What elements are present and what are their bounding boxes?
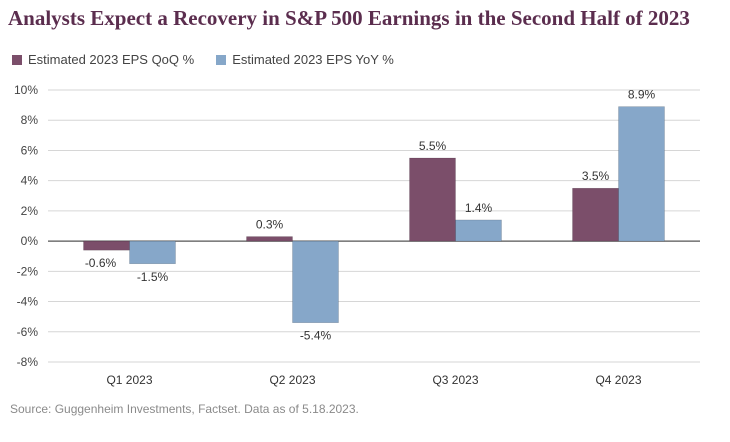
data-label: 8.9% — [628, 88, 656, 102]
data-label: 3.5% — [582, 169, 610, 183]
x-tick-label: Q4 2023 — [595, 373, 641, 387]
bar — [129, 240, 176, 265]
legend-label-qoq: Estimated 2023 EPS QoQ % — [28, 52, 195, 67]
bar — [455, 219, 502, 242]
y-tick-label: 6% — [21, 143, 39, 157]
bar — [409, 157, 456, 242]
legend-item-yoy: Estimated 2023 EPS YoY % — [216, 52, 394, 67]
data-label: 0.3% — [256, 218, 284, 232]
bar — [292, 240, 339, 323]
bar — [618, 106, 665, 242]
data-label: 1.4% — [465, 201, 493, 215]
y-tick-label: -2% — [17, 264, 39, 278]
x-tick-label: Q1 2023 — [106, 373, 152, 387]
chart-title: Analysts Expect a Recovery in S&P 500 Ea… — [8, 6, 690, 30]
legend-item-qoq: Estimated 2023 EPS QoQ % — [12, 52, 194, 67]
y-tick-label: 2% — [21, 204, 39, 218]
bar — [572, 187, 619, 242]
legend-swatch-yoy — [216, 54, 227, 65]
data-label: 5.5% — [419, 139, 447, 153]
y-tick-label: -4% — [17, 295, 39, 309]
source-note: Source: Guggenheim Investments, Factset.… — [10, 402, 359, 416]
y-tick-label: 0% — [21, 234, 39, 248]
y-tick-label: 10% — [14, 83, 38, 97]
y-tick-label: 8% — [21, 113, 39, 127]
legend: Estimated 2023 EPS QoQ % Estimated 2023 … — [12, 52, 394, 67]
y-tick-label: 4% — [21, 174, 39, 188]
y-tick-label: -6% — [17, 325, 39, 339]
legend-swatch-qoq — [12, 54, 22, 65]
y-tick-label: -8% — [17, 355, 39, 369]
data-label: -5.4% — [300, 329, 332, 343]
x-tick-label: Q2 2023 — [269, 373, 315, 387]
bar-chart: -8% -6% -4% -2% 0% 2% 4% 6% 8% 10% -0.6% -1.5% Q1 20… — [14, 83, 700, 387]
data-label: -1.5% — [137, 270, 169, 284]
bar — [246, 236, 293, 242]
bar — [83, 240, 130, 251]
legend-label-yoy: Estimated 2023 EPS YoY % — [232, 52, 394, 67]
x-tick-label: Q3 2023 — [432, 373, 478, 387]
data-label: -0.6% — [85, 256, 117, 270]
